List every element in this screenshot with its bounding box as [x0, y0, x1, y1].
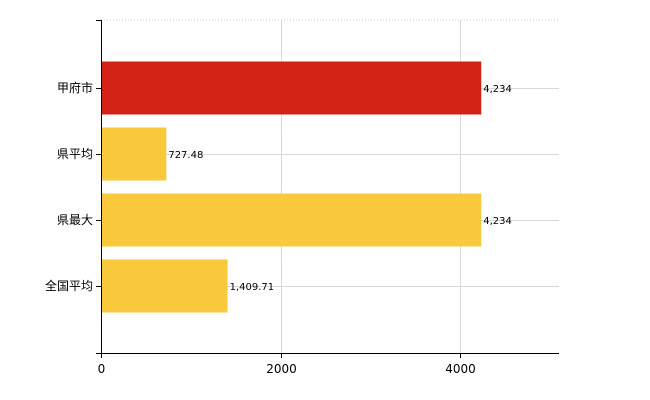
data-label: 1,409.71 — [230, 282, 275, 293]
bar — [102, 259, 228, 313]
data-label: 4,234 — [483, 216, 512, 227]
bar — [102, 193, 482, 247]
axes — [96, 20, 559, 358]
x-tick-label: 0 — [98, 362, 106, 376]
category-label: 全国平均 — [45, 278, 93, 293]
category-label: 甲府市 — [57, 80, 93, 95]
x-tick-label: 4000 — [445, 362, 476, 376]
data-label: 727.48 — [168, 150, 203, 161]
category-label: 県最大 — [57, 213, 93, 227]
x-tick-label: 2000 — [266, 362, 297, 376]
bars-group — [102, 61, 482, 313]
labels-group: 4,234 甲府市 727.48 県平均 4,234 県最大 1,409.71 全国平均 0 20… — [45, 80, 512, 376]
data-label: 4,234 — [483, 84, 512, 95]
bar — [102, 61, 482, 115]
bar — [102, 127, 167, 181]
category-label: 県平均 — [57, 147, 93, 161]
